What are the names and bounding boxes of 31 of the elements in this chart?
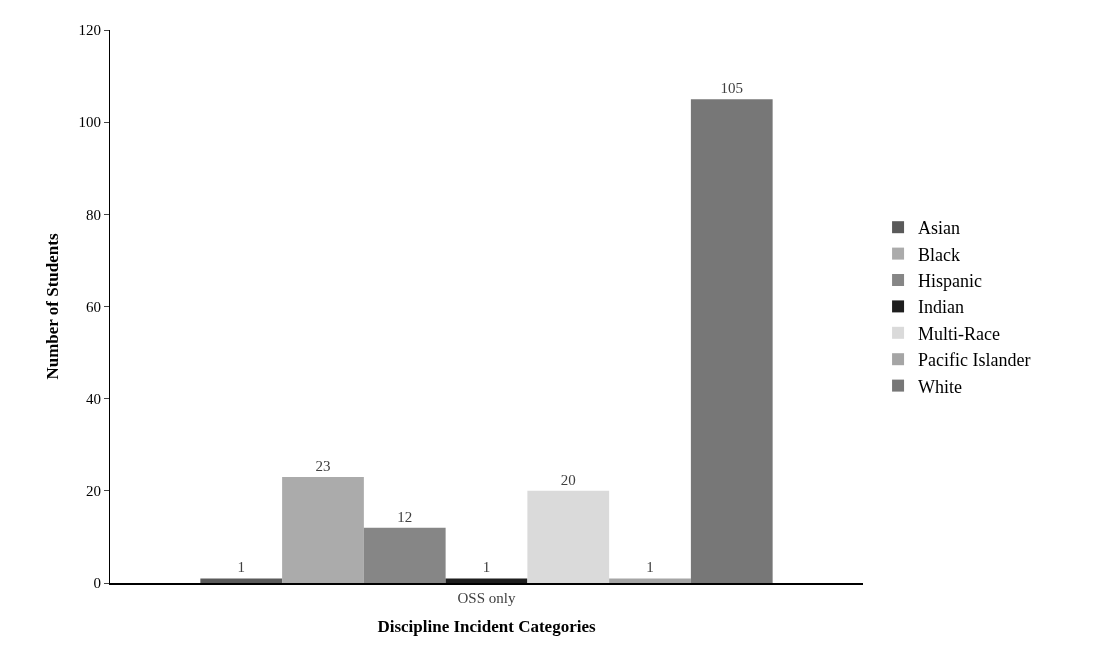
y-tick-label: 80 (86, 206, 101, 223)
bar (200, 578, 283, 583)
y-tick-label: 0 (93, 575, 101, 592)
data-label: 20 (560, 471, 576, 488)
data-label: 23 (315, 458, 331, 475)
data-label: 1 (237, 559, 245, 576)
y-tick-label: 40 (86, 390, 101, 407)
data-label: 12 (397, 508, 413, 525)
data-label: 1 (646, 559, 654, 576)
data-label: 1 (482, 559, 491, 576)
x-tick-label: OSS only (457, 590, 516, 606)
bar (445, 578, 528, 583)
y-tick-label: 100 (78, 114, 101, 131)
bar (527, 490, 610, 583)
legend-label: Multi-Race (918, 323, 1001, 344)
legend-label: Black (918, 244, 961, 265)
y-tick-label: 20 (86, 483, 101, 500)
bar (282, 477, 364, 583)
y-tick-label: 120 (78, 22, 101, 39)
legend-label: White (918, 376, 963, 397)
data-label: 105 (720, 80, 744, 97)
legend-label: Pacific Islander (918, 350, 1031, 371)
legend-label: Indian (918, 297, 965, 318)
bar (690, 99, 773, 583)
y-tick-label: 60 (86, 298, 101, 315)
x-axis-title: Discipline Incident Categories (377, 616, 596, 636)
y-axis-title: Number of Students (43, 233, 63, 380)
bar (609, 578, 691, 583)
legend-label: Asian (918, 218, 961, 239)
legend-label: Hispanic (918, 271, 983, 292)
bar (363, 527, 446, 583)
